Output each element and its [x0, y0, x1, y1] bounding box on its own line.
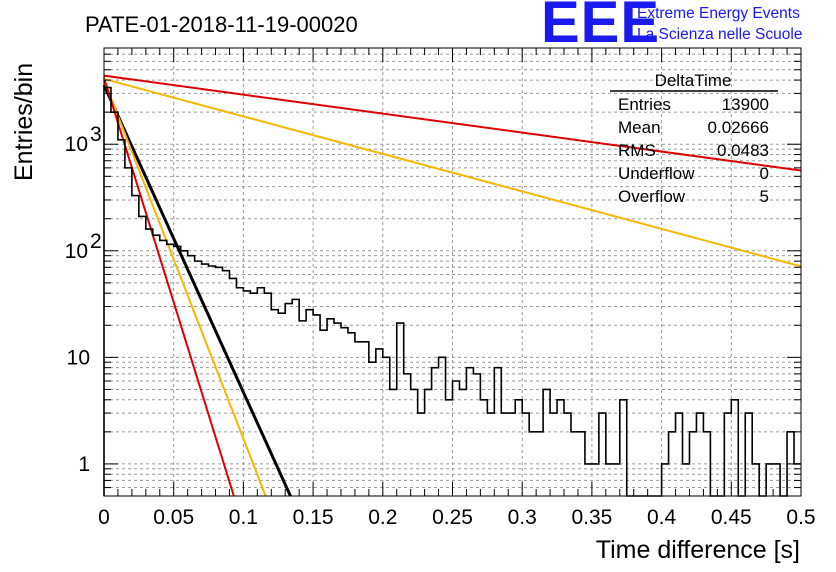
x-tick-label: 0.45 — [711, 506, 752, 529]
fit-curve-1 — [102, 84, 292, 497]
stats-label-underflow: Underflow — [618, 164, 695, 183]
eee-logo: EEE Extreme Energy Events La Scienza nel… — [541, 0, 802, 55]
y-tick-label: 10 — [67, 346, 90, 369]
x-tick-labels: 0 0.05 0.1 0.15 0.2 0.25 0.3 0.35 0.4 0.45 0.5 — [98, 506, 815, 529]
y-tick-base: 10 — [65, 240, 88, 263]
x-tick-label: 0.3 — [508, 506, 537, 529]
fit-curve-5 — [103, 74, 802, 172]
stats-label-entries: Entries — [618, 95, 671, 114]
stats-label-overflow: Overflow — [618, 187, 686, 206]
x-tick-label: 0.5 — [786, 506, 815, 529]
logo-line1: Extreme Energy Events — [637, 5, 800, 22]
logo-mark: EEE — [541, 0, 660, 55]
x-tick-label: 0.25 — [432, 506, 473, 529]
fit-curve-4 — [103, 77, 802, 268]
y-tick-exponent: 2 — [90, 230, 102, 253]
x-tick-label: 0.05 — [153, 506, 194, 529]
histogram-steps — [103, 86, 801, 497]
stats-label-mean: Mean — [618, 118, 661, 137]
stats-value-entries: 13900 — [722, 95, 769, 114]
x-tick-label: 0 — [98, 506, 110, 529]
histogram — [103, 86, 801, 497]
y-axis-label: Entries/bin — [10, 63, 38, 181]
chart-title: PATE-01-2018-11-19-00020 — [85, 12, 358, 37]
y-tick-base: 10 — [65, 133, 88, 156]
y-tick-exponent: 3 — [90, 123, 102, 146]
x-tick-label: 0.35 — [571, 506, 612, 529]
stats-value-underflow: 0 — [760, 164, 769, 183]
stats-value-mean: 0.02666 — [708, 118, 769, 137]
y-tick-label: 10 — [65, 240, 88, 263]
stats-label-rms: RMS — [618, 141, 656, 160]
logo-line2: La Scienza nelle Scuole — [637, 26, 802, 43]
fit-curves — [102, 74, 802, 497]
stats-value-overflow: 5 — [760, 187, 769, 206]
x-tick-label: 0.4 — [647, 506, 677, 529]
stats-box: DeltaTime Entries 13900 Mean 0.02666 RMS… — [610, 71, 778, 206]
x-tick-label: 0.2 — [368, 506, 397, 529]
x-axis-label: Time difference [s] — [596, 536, 800, 564]
fit-curve-2 — [103, 79, 267, 497]
x-tick-label: 0.1 — [229, 506, 258, 529]
stats-value-rms: 0.0483 — [717, 141, 769, 160]
y-tick-label: 10 — [65, 133, 88, 156]
x-tick-label: 0.15 — [293, 506, 334, 529]
axis-ticks — [103, 47, 802, 497]
stats-title: DeltaTime — [655, 71, 732, 90]
y-tick-label: 1 — [78, 453, 90, 476]
